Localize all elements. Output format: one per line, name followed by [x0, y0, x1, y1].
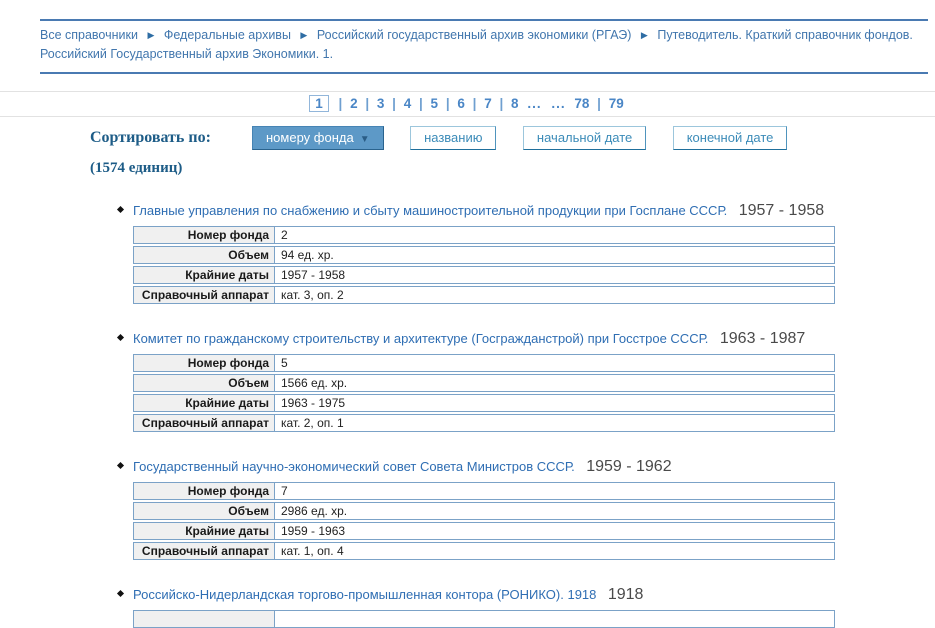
table-row: Крайние даты 1963 - 1975 — [133, 393, 835, 412]
pagination-bar: 1 | 2 | 3 | 4 | 5 | 6 | 7 | 8 ... ... 78… — [0, 90, 935, 117]
bullet-icon — [116, 205, 125, 213]
pagination-link-6[interactable]: 6 — [457, 95, 465, 111]
fond-entry: Главные управления по снабжению и сбыту … — [116, 201, 935, 304]
pagination-separator: | — [499, 95, 504, 111]
field-label — [134, 610, 275, 627]
pagination-separator: | — [338, 95, 343, 111]
table-row — [133, 609, 835, 628]
field-label: Справочный аппарат — [134, 414, 275, 431]
field-value: 1959 - 1963 — [281, 523, 346, 538]
pagination-link-79[interactable]: 79 — [608, 95, 624, 111]
table-row: Номер фонда 2 — [133, 225, 835, 244]
field-value: 1566 ед. хр. — [281, 375, 348, 390]
bullet-icon — [116, 589, 125, 597]
pagination-ellipsis: ... — [551, 95, 566, 111]
fond-title-link[interactable]: Комитет по гражданскому строительству и … — [133, 330, 709, 346]
fond-years: 1959 - 1962 — [586, 457, 672, 475]
chevron-down-icon: ▼ — [359, 133, 370, 145]
breadcrumb-arrow-icon: ▶ — [300, 30, 308, 40]
fond-entry: Комитет по гражданскому строительству и … — [116, 329, 935, 432]
sort-label: Сортировать по: — [90, 128, 211, 146]
field-value: 2986 ед. хр. — [281, 503, 348, 518]
page: { "colors": { "rule_blue": "#4a7ab2", "l… — [0, 19, 935, 628]
fond-title-link[interactable]: Государственный научно-экономический сов… — [133, 458, 575, 474]
fond-years: 1957 - 1958 — [738, 201, 825, 219]
pagination-link-4[interactable]: 4 — [403, 95, 412, 111]
fond-details-table — [133, 609, 835, 628]
table-row: Справочный аппарат кат. 1, оп. 4 — [133, 541, 835, 560]
sort-button-start-date[interactable]: начальной дате — [522, 125, 647, 150]
field-label: Номер фонда — [134, 482, 275, 499]
field-label: Объем — [134, 502, 275, 519]
pagination-separator: | — [365, 95, 370, 111]
fond-title-link[interactable]: Главные управления по снабжению и сбыту … — [133, 202, 728, 218]
pagination-link-5[interactable]: 5 — [430, 95, 439, 111]
field-value: 5 — [281, 355, 288, 370]
table-row: Крайние даты 1957 - 1958 — [133, 265, 835, 284]
pagination-separator: | — [392, 95, 396, 111]
table-row: Объем 1566 ед. хр. — [133, 373, 835, 392]
fond-details-table: Номер фонда 2 Объем 94 ед. хр. Крайние д… — [133, 225, 835, 304]
breadcrumb-current-page: Путеводитель. Краткий справочник фондов.… — [40, 28, 913, 62]
table-row: Справочный аппарат кат. 3, оп. 2 — [133, 285, 835, 304]
pagination-separator: | — [472, 95, 477, 111]
sort-controls: Сортировать по: номеру фонда ▼ названию н… — [90, 125, 935, 150]
pagination-link-3[interactable]: 3 — [376, 95, 385, 111]
sort-button-end-date[interactable]: конечной дате — [672, 125, 788, 150]
breadcrumb-link-rgae[interactable]: Российский государственный архив экономи… — [316, 28, 632, 42]
pagination-link-2[interactable]: 2 — [350, 95, 358, 111]
field-value: кат. 2, оп. 1 — [281, 415, 344, 430]
pagination-separator: | — [445, 95, 450, 111]
breadcrumb-link-federal-archives[interactable]: Федеральные архивы — [163, 28, 291, 42]
table-row: Объем 2986 ед. хр. — [133, 501, 835, 520]
field-value: кат. 1, оп. 4 — [281, 543, 344, 558]
pagination-link-78[interactable]: 78 — [574, 95, 590, 111]
sort-button-title[interactable]: названию — [410, 125, 497, 150]
table-row: Справочный аппарат кат. 2, оп. 1 — [133, 413, 835, 432]
breadcrumb-arrow-icon: ▶ — [640, 30, 648, 40]
breadcrumb-link-all-guides[interactable]: Все справочники — [40, 28, 138, 42]
field-label: Объем — [134, 374, 275, 391]
pagination-link-8[interactable]: 8 — [511, 95, 519, 111]
fond-title-link[interactable]: Российско-Нидерландская торгово-промышле… — [133, 586, 597, 602]
fond-details-table: Номер фонда 7 Объем 2986 ед. хр. Крайние… — [133, 481, 835, 560]
results-count: (1574 единиц) — [90, 159, 183, 176]
pagination-link-7[interactable]: 7 — [484, 95, 492, 111]
pagination-separator: | — [419, 95, 423, 111]
table-row: Номер фонда 7 — [133, 481, 835, 500]
breadcrumb-arrow-icon: ▶ — [147, 30, 155, 40]
pagination-separator: | — [597, 95, 601, 111]
field-label: Крайние даты — [134, 266, 275, 283]
fond-list: Главные управления по снабжению и сбыту … — [116, 201, 935, 628]
field-value — [275, 611, 834, 627]
field-label: Номер фонда — [134, 354, 275, 371]
field-value: 94 ед. хр. — [281, 247, 334, 262]
field-value: кат. 3, оп. 2 — [281, 287, 344, 302]
field-value: 2 — [281, 227, 288, 242]
bullet-icon — [116, 461, 125, 469]
field-label: Объем — [134, 246, 275, 263]
field-label: Справочный аппарат — [134, 542, 275, 559]
fond-details-table: Номер фонда 5 Объем 1566 ед. хр. Крайние… — [133, 353, 835, 432]
table-row: Крайние даты 1959 - 1963 — [133, 521, 835, 540]
fond-entry: Российско-Нидерландская торгово-промышле… — [116, 585, 935, 628]
table-row: Номер фонда 5 — [133, 353, 835, 372]
sort-button-fund-number[interactable]: номеру фонда ▼ — [252, 125, 384, 150]
field-value: 7 — [281, 483, 288, 498]
field-label: Крайние даты — [134, 394, 275, 411]
field-label: Номер фонда — [134, 226, 275, 243]
fond-years: 1918 — [607, 585, 644, 603]
sort-button-fund-number-label: номеру фонда — [266, 129, 354, 145]
breadcrumb: Все справочники ▶ Федеральные архивы ▶ Р… — [40, 19, 928, 74]
pagination-ellipsis: ... — [527, 95, 542, 111]
fond-years: 1963 - 1987 — [719, 329, 806, 347]
fond-entry: Государственный научно-экономический сов… — [116, 457, 935, 560]
field-value: 1963 - 1975 — [281, 395, 346, 410]
field-label: Крайние даты — [134, 522, 275, 539]
pagination-current-page: 1 — [309, 94, 329, 112]
bullet-icon — [116, 333, 125, 341]
field-label: Справочный аппарат — [134, 286, 275, 303]
field-value: 1957 - 1958 — [281, 267, 346, 282]
table-row: Объем 94 ед. хр. — [133, 245, 835, 264]
